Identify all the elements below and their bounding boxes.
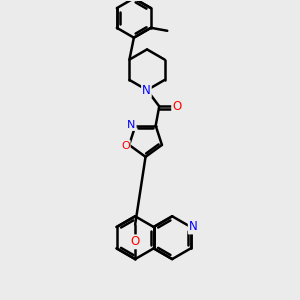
Text: N: N <box>189 220 197 233</box>
Text: N: N <box>128 120 136 130</box>
Text: O: O <box>172 100 182 113</box>
Text: O: O <box>121 140 130 151</box>
Text: N: N <box>142 84 151 97</box>
Text: O: O <box>130 235 140 248</box>
